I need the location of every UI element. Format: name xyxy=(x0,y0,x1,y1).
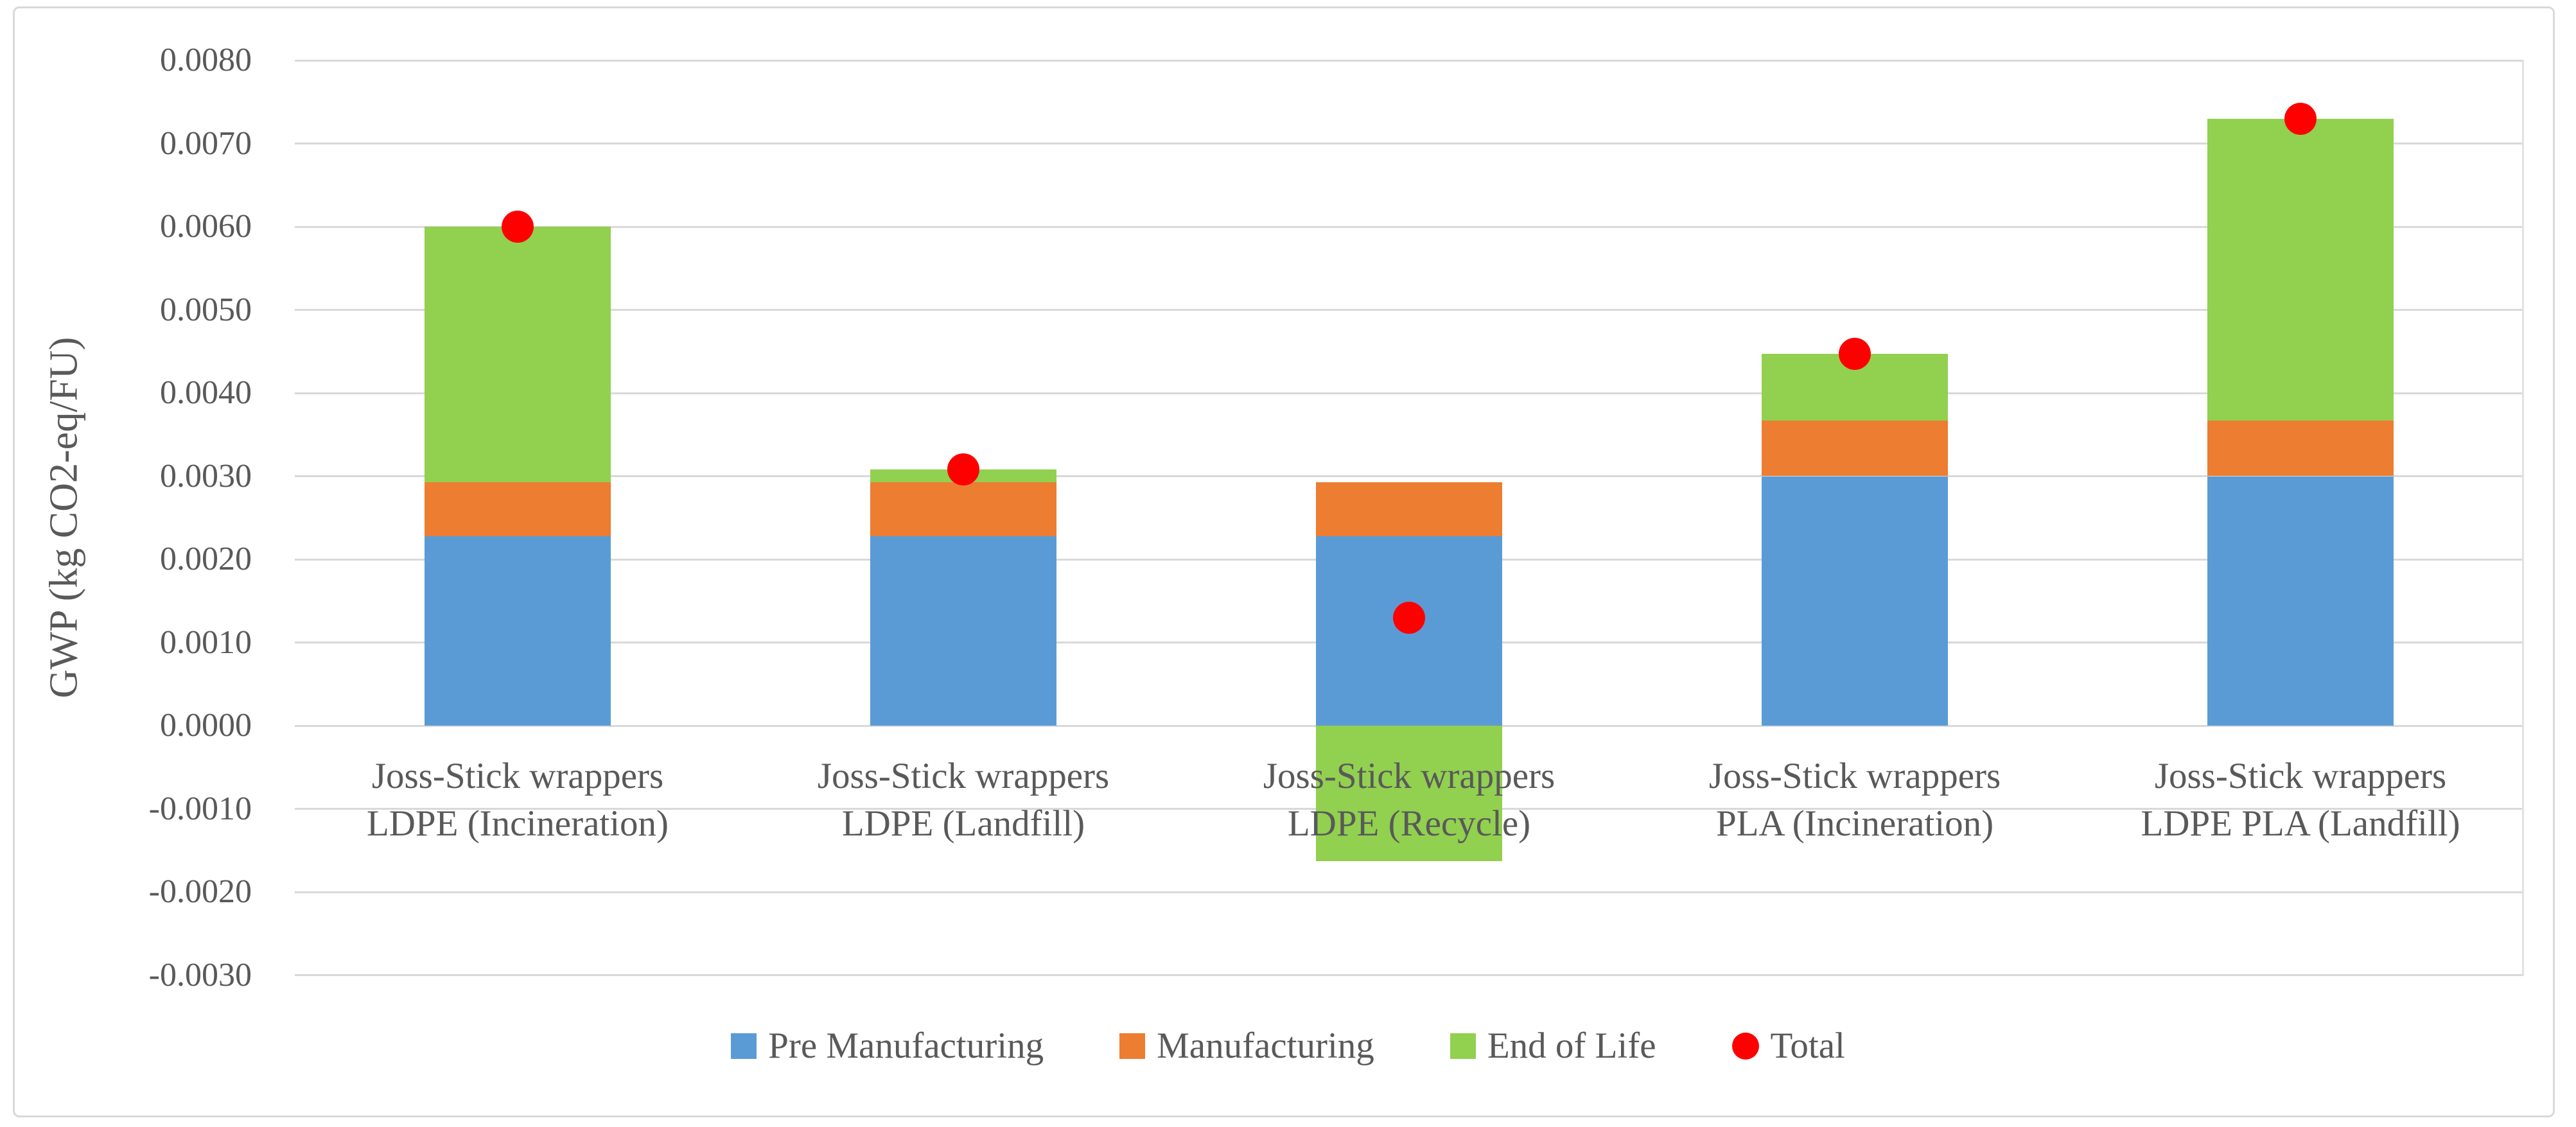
bar-segment-end-of-life xyxy=(2207,118,2394,421)
y-tick-label: 0.0070 xyxy=(160,125,252,162)
y-tick-label: 0.0030 xyxy=(160,457,252,494)
bar-segment-pre-manufacturing xyxy=(1762,476,1948,726)
legend: Pre Manufacturing Manufacturing End of Lif… xyxy=(0,1025,2576,1067)
gridline xyxy=(295,143,2523,144)
legend-label: Manufacturing xyxy=(1157,1026,1374,1066)
legend-item-manufacturing: Manufacturing xyxy=(1119,1025,1374,1067)
legend-item-pre-manufacturing: Pre Manufacturing xyxy=(731,1025,1044,1067)
y-tick-label: -0.0030 xyxy=(148,956,252,993)
bar-segment-manufacturing xyxy=(425,482,611,536)
legend-label: Pre Manufacturing xyxy=(768,1026,1044,1066)
category-label-line: LDPE PLA (Landfill) xyxy=(2141,803,2460,844)
legend-label: End of Life xyxy=(1487,1026,1656,1066)
bar-segment-pre-manufacturing xyxy=(425,536,611,726)
gridline xyxy=(295,891,2523,893)
category-label-line: LDPE (Recycle) xyxy=(1287,803,1531,844)
bar-segment-end-of-life xyxy=(425,227,611,482)
category-label-line: LDPE (Landfill) xyxy=(841,803,1085,844)
total-dot xyxy=(2284,102,2317,135)
gridline xyxy=(295,392,2523,394)
legend-item-end-of-life: End of Life xyxy=(1450,1025,1656,1067)
category-label-line: Joss-Stick wrappers xyxy=(371,756,664,796)
y-tick-label: 0.0020 xyxy=(160,541,252,577)
y-tick-label: 0.0010 xyxy=(160,624,252,661)
legend-square-marker-icon xyxy=(731,1033,757,1059)
bar-segment-end-of-life xyxy=(1316,726,1502,862)
plot-right-border xyxy=(2522,60,2524,975)
legend-item-total: Total xyxy=(1731,1025,1845,1067)
total-dot xyxy=(1393,601,1425,634)
legend-square-marker-icon xyxy=(1119,1033,1146,1059)
gridline xyxy=(295,974,2523,976)
category-label-line: Joss-Stick wrappers xyxy=(2154,756,2447,796)
y-tick-label: 0.0080 xyxy=(160,42,252,78)
category-label-line: PLA (Incineration) xyxy=(1715,803,1994,844)
y-tick-label: -0.0010 xyxy=(148,790,252,827)
bar-segment-pre-manufacturing xyxy=(870,536,1056,726)
total-dot xyxy=(502,211,534,243)
category-label: Joss-Stick wrappers LDPE (Landfill) xyxy=(740,753,1186,848)
bar-segment-manufacturing xyxy=(1762,420,1948,476)
legend-circle-marker-icon xyxy=(1731,1032,1759,1060)
gridline xyxy=(295,309,2523,311)
bar-segment-manufacturing xyxy=(870,482,1056,536)
y-tick-label: -0.0020 xyxy=(148,873,252,910)
legend-label: Total xyxy=(1770,1026,1845,1066)
y-tick-label: 0.0040 xyxy=(160,374,252,411)
gridline xyxy=(295,59,2523,62)
legend-square-marker-icon xyxy=(1450,1033,1476,1059)
total-dot xyxy=(1839,338,1871,371)
bar-segment-pre-manufacturing xyxy=(2207,476,2394,726)
total-dot xyxy=(947,453,979,486)
category-label: Joss-Stick wrappers LDPE PLA (Landfill) xyxy=(2078,753,2523,848)
category-label: Joss-Stick wrappers LDPE (Recycle) xyxy=(1186,753,1632,848)
y-tick-label: 0.0050 xyxy=(160,291,252,328)
bar-segment-manufacturing xyxy=(1316,482,1502,536)
category-label-line: Joss-Stick wrappers xyxy=(817,756,1110,796)
y-tick-label: 0.0060 xyxy=(160,208,252,245)
category-label-line: LDPE (Incineration) xyxy=(366,803,669,844)
category-label: Joss-Stick wrappers LDPE (Incineration) xyxy=(295,753,740,848)
gridline xyxy=(295,475,2523,477)
bar-segment-manufacturing xyxy=(2207,420,2394,476)
y-tick-label: 0.0000 xyxy=(160,707,252,744)
category-label-line: Joss-Stick wrappers xyxy=(1708,756,2001,796)
category-label-line: Joss-Stick wrappers xyxy=(1263,756,1555,796)
gridline xyxy=(295,225,2523,228)
category-label: Joss-Stick wrappers PLA (Incineration) xyxy=(1632,753,2078,848)
